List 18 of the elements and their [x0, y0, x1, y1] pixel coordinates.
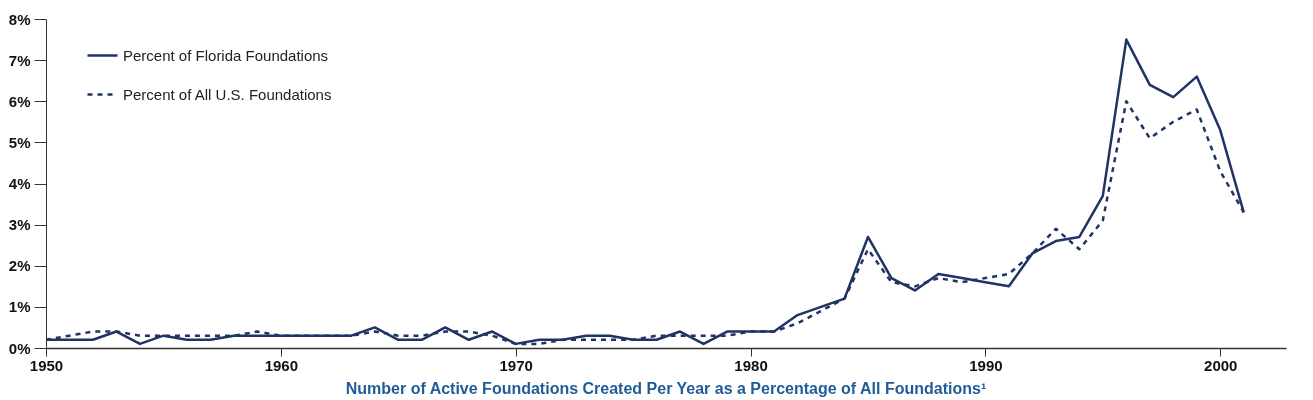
y-tick-label: 2%	[8, 257, 31, 275]
y-tick-label: 6%	[8, 92, 31, 110]
text: Number of Active Foundations Created Per Year as a Percentage of All Foundations¹	[345, 380, 987, 397]
y-tick-label: 8%	[8, 10, 31, 28]
x-tick-label: 1970	[499, 356, 533, 374]
y-tick-label: 7%	[8, 51, 31, 69]
x-tick-label: 2000	[1204, 356, 1238, 374]
x-tick-label: 1950	[29, 356, 64, 374]
y-tick-label: 0%	[8, 339, 31, 357]
x-tick-label: 1980	[734, 356, 768, 374]
x-tick-label: 1960	[264, 356, 299, 374]
legend-label: Percent of Florida Foundations	[123, 46, 329, 64]
y-tick-label: 1%	[8, 298, 31, 316]
x-tick-label: 1990	[969, 356, 1003, 374]
y-tick-label: 5%	[8, 133, 31, 151]
y-tick-label: 4%	[8, 175, 31, 192]
y-tick-label: 3%	[8, 216, 31, 234]
legend-label: Percent of All U.S. Foundations	[123, 85, 332, 103]
